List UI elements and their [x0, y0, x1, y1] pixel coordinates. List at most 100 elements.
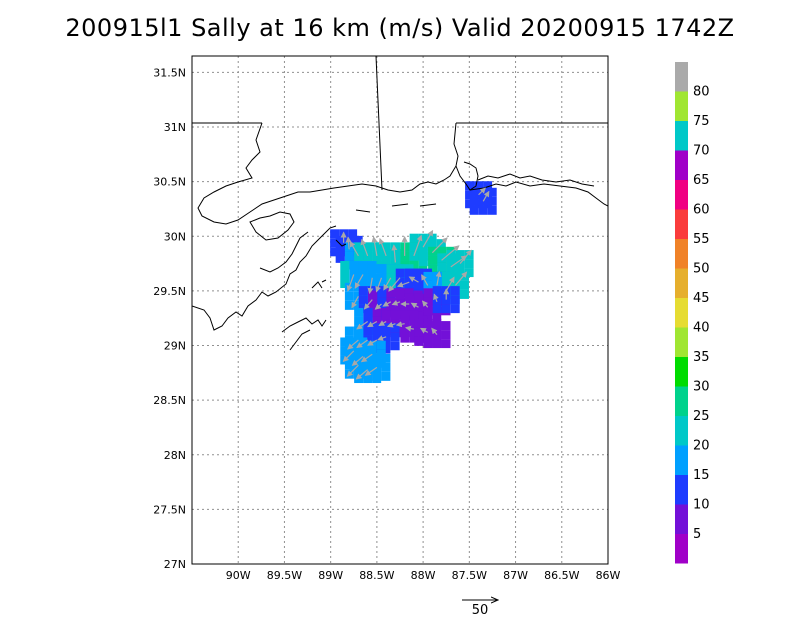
- wind-speed-cell: [409, 233, 419, 243]
- lon-tick-label: 89.5W: [267, 569, 302, 582]
- wind-speed-cell: [368, 264, 378, 274]
- barrier-island-1: [355, 209, 371, 213]
- wind-speed-cell: [414, 336, 424, 346]
- wind-speed-cell: [381, 248, 391, 258]
- wind-speed-cell: [441, 339, 451, 349]
- wind-speed-cell: [372, 323, 382, 333]
- wind-speed-cell: [340, 278, 350, 288]
- wind-speed-cell: [354, 251, 364, 261]
- wind-speed-cell: [354, 242, 364, 252]
- wind-speed-cell: [423, 306, 433, 316]
- wind-speed-cell: [372, 307, 382, 317]
- wind-vector-arrow: [408, 276, 419, 283]
- wind-speed-cell: [464, 268, 474, 278]
- colorbar-swatch: [675, 534, 688, 564]
- wind-vector-arrow: [421, 300, 429, 308]
- wind-vector-arrow: [356, 339, 368, 349]
- wind-speed-cell: [372, 332, 382, 342]
- wind-speed-cell: [428, 246, 438, 256]
- wind-speed-cell: [423, 339, 433, 349]
- wind-vector-arrow: [450, 255, 468, 268]
- wind-speed-cell: [409, 310, 419, 320]
- wind-vector-arrow: [377, 335, 387, 341]
- wind-vector-arrow: [410, 302, 419, 309]
- wind-speed-cell: [469, 196, 479, 206]
- wind-vector-arrow: [360, 238, 369, 257]
- colorbar-swatch: [675, 357, 688, 387]
- wind-speed-cell: [474, 181, 484, 191]
- wind-speed-cell: [418, 248, 428, 258]
- barrier-island-5: [321, 279, 327, 283]
- wind-speed-cell: [363, 251, 373, 261]
- wind-vector-arrow: [371, 236, 378, 257]
- wind-speed-cell: [437, 253, 447, 263]
- wind-speed-cell: [354, 316, 364, 326]
- wind-vector-arrow: [478, 187, 487, 196]
- wind-speed-cell: [441, 304, 451, 314]
- wind-speed-cell: [395, 290, 405, 300]
- wind-vector-arrow: [345, 236, 352, 250]
- barrier-island-4: [335, 239, 347, 247]
- wind-vector-arrow: [482, 190, 490, 202]
- wind-speed-cell: [450, 286, 460, 296]
- wind-speed-cell: [386, 264, 396, 274]
- wind-speed-cell: [423, 311, 433, 321]
- wind-speed-cell: [404, 268, 414, 278]
- barrier-island-2: [391, 203, 409, 207]
- wind-vector-arrow: [342, 350, 355, 363]
- wind-speed-cell: [483, 181, 493, 191]
- wind-speed-cell: [409, 260, 419, 270]
- colorbar-swatch: [675, 180, 688, 210]
- wind-speed-cell: [381, 257, 391, 267]
- wind-speed-cell: [400, 333, 410, 343]
- wind-speed-cell: [354, 326, 364, 336]
- wind-vector-arrow: [455, 271, 468, 286]
- colorbar-swatch: [675, 298, 688, 328]
- wind-speed-cell: [409, 242, 419, 252]
- wind-vector-arrow: [433, 293, 439, 303]
- reference-vector-label: 50: [472, 603, 489, 618]
- colorbar-label: 20: [693, 439, 710, 454]
- reference-vector: 50: [462, 600, 498, 618]
- lon-tick-label: 87W: [503, 569, 528, 582]
- wind-speed-cell: [400, 315, 410, 325]
- wind-speed-cell: [446, 250, 456, 260]
- wind-speed-cell: [358, 273, 368, 283]
- wind-speed-cell: [414, 302, 424, 312]
- wind-speed-cell: [381, 362, 391, 372]
- wind-speed-cell: [372, 353, 382, 363]
- colorbar-label: 50: [693, 262, 710, 277]
- wind-speed-cell: [414, 280, 424, 290]
- wind-speed-cell: [391, 242, 401, 252]
- wind-speed-cell: [377, 264, 387, 274]
- la-marsh-2: [289, 329, 311, 351]
- wind-vector-arrow: [435, 270, 442, 286]
- la-marsh-1: [281, 317, 327, 333]
- wind-speed-cell: [376, 340, 386, 350]
- wind-speed-cell: [432, 311, 442, 321]
- al-fl-coast: [469, 181, 608, 207]
- plot-frame: [191, 55, 609, 565]
- lon-tick-label: 89W: [318, 569, 343, 582]
- wind-speed-cell: [363, 362, 373, 372]
- colorbar-swatch: [675, 475, 688, 505]
- wind-speed-cell: [390, 341, 400, 351]
- wind-speed-cell: [344, 300, 354, 310]
- lat-tick-label: 28N: [164, 449, 186, 462]
- wind-vector-arrow: [388, 277, 401, 292]
- wind-speed-cell: [354, 307, 364, 317]
- colorbar-label: 35: [693, 350, 710, 365]
- wind-speed-cell: [381, 323, 391, 333]
- wind-speed-cell: [404, 302, 414, 312]
- wind-speed-cell: [446, 259, 456, 269]
- colorbar-label: 45: [693, 291, 710, 306]
- colorbar-label: 75: [693, 114, 710, 129]
- wind-speed-cell: [381, 310, 391, 320]
- la-south-coast: [192, 225, 337, 331]
- wind-speed-cell: [455, 250, 465, 260]
- fl-inner-coast: [477, 173, 595, 187]
- wind-vector-arrow: [422, 229, 434, 248]
- wind-speed-cell: [381, 341, 391, 351]
- wind-vector-arrow: [351, 296, 359, 309]
- wind-speed-cell: [441, 271, 451, 281]
